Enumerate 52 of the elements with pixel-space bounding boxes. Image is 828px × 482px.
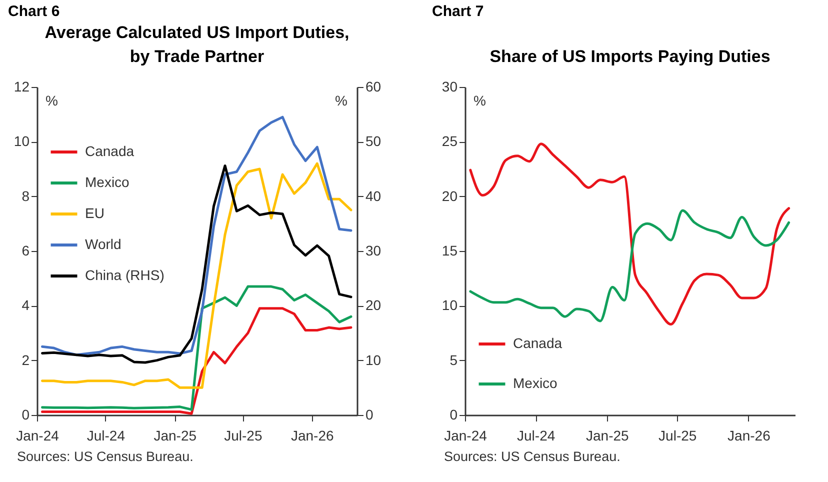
x-tick-label: Jan-26 bbox=[290, 428, 334, 444]
x-tick-label: Jul-25 bbox=[658, 428, 697, 444]
y-tick-label: 20 bbox=[442, 188, 458, 204]
y2-tick-label: 40 bbox=[366, 188, 382, 204]
y-tick-label: 0 bbox=[22, 406, 30, 422]
y2-tick-label: 50 bbox=[366, 133, 382, 150]
y-tick-label: 4 bbox=[22, 297, 30, 314]
y2-axis-title: % bbox=[335, 92, 348, 108]
y-tick-label: 25 bbox=[442, 133, 458, 150]
caption: Chart 6 bbox=[7, 2, 61, 22]
x-tick-label: Jan-24 bbox=[16, 428, 60, 444]
y-tick-label: 0 bbox=[450, 406, 458, 422]
line-series bbox=[469, 209, 790, 322]
legend-label: Mexico bbox=[513, 375, 558, 391]
line-series bbox=[41, 116, 352, 356]
chart-title: Share of US Imports Paying Duties bbox=[490, 47, 770, 66]
legend-label: Mexico bbox=[85, 174, 130, 190]
y2-tick-label: 10 bbox=[366, 352, 382, 368]
legend-label: China (RHS) bbox=[85, 267, 164, 283]
legend-label: Canada bbox=[513, 335, 562, 351]
line-series bbox=[469, 142, 790, 326]
x-tick-label: Jan-26 bbox=[728, 428, 771, 444]
x-tick-label: Jan-25 bbox=[154, 428, 197, 444]
y2-tick-label: 60 bbox=[366, 78, 382, 94]
line-series bbox=[41, 307, 352, 415]
source-note: Sources: US Census Bureau. bbox=[443, 449, 622, 464]
caption: Chart 7 bbox=[431, 2, 485, 22]
y-tick-label: 5 bbox=[450, 352, 458, 368]
x-tick-label: Jan-24 bbox=[444, 428, 488, 444]
y-tick-label: 6 bbox=[22, 242, 30, 258]
y2-tick-label: 20 bbox=[366, 297, 382, 314]
y-tick-label: 15 bbox=[442, 242, 458, 258]
x-tick-label: Jan-25 bbox=[586, 428, 630, 444]
y-tick-label: 10 bbox=[442, 297, 458, 314]
y-axis-title: % bbox=[474, 92, 486, 108]
y-tick-label: 8 bbox=[22, 188, 30, 204]
y-axis-title: % bbox=[46, 92, 58, 108]
legend-label: World bbox=[85, 236, 122, 252]
y-tick-label: 2 bbox=[22, 352, 30, 368]
chart-title: Average Calculated US Import Duties, by Trade Partner bbox=[44, 23, 350, 66]
y2-tick-label: 30 bbox=[366, 242, 382, 258]
y2-tick-label: 0 bbox=[366, 406, 374, 422]
line-series bbox=[41, 285, 352, 411]
x-tick-label: Jul-24 bbox=[86, 428, 126, 444]
y-tick-label: 12 bbox=[14, 78, 30, 94]
x-tick-label: Jul-25 bbox=[224, 428, 262, 444]
y-tick-label: 10 bbox=[14, 133, 30, 150]
legend-label: EU bbox=[85, 205, 104, 221]
x-tick-label: Jul-24 bbox=[517, 428, 556, 444]
legend-label: Canada bbox=[85, 143, 134, 159]
source-note: Sources: US Census Bureau. bbox=[16, 449, 194, 464]
y-tick-label: 30 bbox=[442, 78, 458, 94]
